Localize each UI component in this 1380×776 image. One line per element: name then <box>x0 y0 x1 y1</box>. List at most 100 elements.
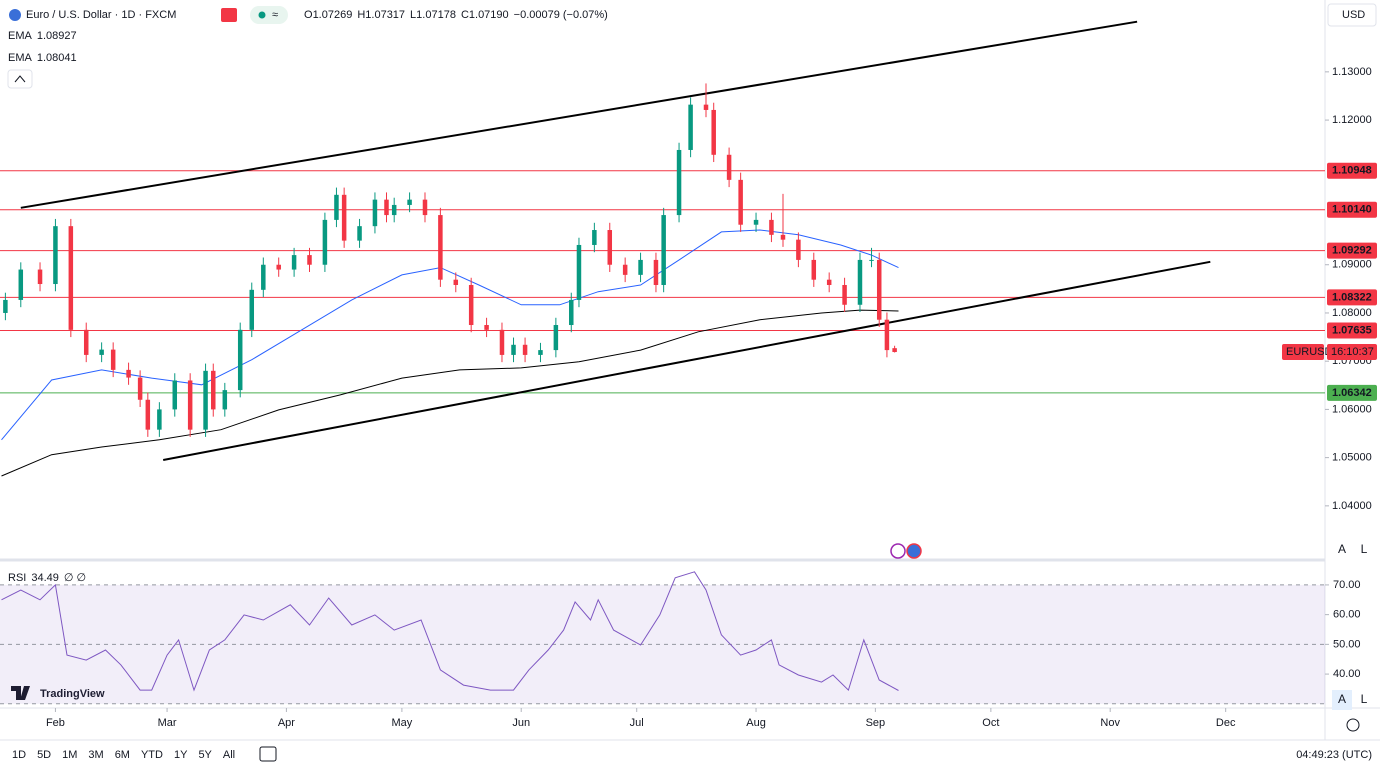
countdown-bg <box>1327 344 1377 361</box>
candle-body <box>484 325 489 330</box>
candle-body <box>688 104 693 150</box>
level-tag <box>1327 242 1377 259</box>
legend-name: EMA <box>8 52 33 64</box>
ohlc-key: O <box>304 9 313 21</box>
event-icon[interactable] <box>906 543 922 559</box>
ohlc-key: L <box>410 9 416 21</box>
x-tick-label: Jun <box>512 717 530 729</box>
candle-body <box>137 377 143 400</box>
event-icon[interactable] <box>890 543 906 559</box>
range-button[interactable]: 5Y <box>198 749 212 761</box>
range-button[interactable]: 1Y <box>174 749 188 761</box>
legend-name: EMA <box>8 30 33 42</box>
y-tick-label: 70.00 <box>1333 579 1361 591</box>
log-scale[interactable]: L <box>1361 542 1368 556</box>
candle-body <box>607 230 613 265</box>
ohlc-value: 1.07178 <box>416 9 456 21</box>
status-icon: ≈ <box>272 9 278 21</box>
candle-body <box>468 284 474 326</box>
candle-body <box>341 194 347 241</box>
candle-body <box>291 255 297 270</box>
candle-body <box>857 259 863 305</box>
y-tick-label: 60.00 <box>1333 609 1361 621</box>
y-tick-label: 1.09000 <box>1332 259 1372 271</box>
y-tick-label: 1.12000 <box>1332 114 1372 126</box>
level-tag <box>1327 201 1377 218</box>
auto-scale[interactable]: A <box>1338 542 1346 556</box>
collapse-icon <box>14 75 26 83</box>
range-button[interactable]: 6M <box>115 749 130 761</box>
rsi-title: RSI <box>8 572 26 584</box>
candle-body <box>334 194 339 220</box>
range-button[interactable]: 1M <box>62 749 77 761</box>
candle-body <box>538 350 543 355</box>
clock: 04:49:23 (UTC) <box>1296 749 1372 761</box>
level-label: 1.09292 <box>1332 245 1372 257</box>
candle-body <box>726 154 732 180</box>
logo: TradingView <box>40 688 105 700</box>
candle-body <box>511 344 516 355</box>
rsi-value: 34.49 <box>31 572 59 584</box>
logo-mark <box>11 686 30 700</box>
range-button[interactable]: 5D <box>37 749 51 761</box>
ohlc-value: 1.07269 <box>313 9 353 21</box>
symbol-icon <box>9 9 21 21</box>
candle-body <box>391 204 397 216</box>
y-tick-label: 1.08000 <box>1332 307 1372 319</box>
level-tag <box>1327 322 1377 339</box>
candle-body <box>826 279 832 285</box>
candle-body <box>422 199 428 216</box>
candle-body <box>884 319 890 351</box>
range-button[interactable]: All <box>223 749 235 761</box>
rsi-line <box>1 571 899 692</box>
candle-body <box>126 369 131 378</box>
level-label: 1.10948 <box>1332 165 1372 177</box>
candle-body <box>842 284 847 305</box>
rsi-log-scale[interactable]: L <box>1361 692 1368 706</box>
candle-body <box>499 329 505 355</box>
auto-scale-button[interactable] <box>1332 540 1352 560</box>
candle-body <box>3 299 8 313</box>
candle-body <box>237 329 243 391</box>
date-range-button[interactable] <box>259 746 277 762</box>
symbol-title: Euro / U.S. Dollar · 1D · FXCM <box>26 9 176 21</box>
x-tick-label: Oct <box>982 717 999 729</box>
candle-body <box>711 109 716 155</box>
x-tick-label: Mar <box>158 717 177 729</box>
candle-body <box>307 255 312 265</box>
candle-body <box>569 299 574 326</box>
candle-body <box>438 215 443 280</box>
rsi-auto-scale[interactable]: A <box>1338 692 1346 706</box>
candle-body <box>796 239 801 260</box>
range-button[interactable]: 3M <box>88 749 103 761</box>
candle-body <box>372 199 378 227</box>
settings-icon[interactable] <box>1346 718 1360 732</box>
y-tick-label: 1.06000 <box>1332 403 1372 415</box>
flag-button[interactable] <box>221 8 237 22</box>
candle-body <box>211 370 216 410</box>
currency-button[interactable] <box>1327 3 1377 27</box>
level-label: 1.10140 <box>1332 204 1372 216</box>
legend-value: 1.08041 <box>37 52 77 64</box>
x-tick-label: Sep <box>866 717 886 729</box>
x-tick-label: Aug <box>746 717 766 729</box>
ohlc-value: 1.07317 <box>365 9 405 21</box>
candle-body <box>622 264 628 275</box>
y-tick-label: 50.00 <box>1333 638 1361 650</box>
y-tick-label: 1.04000 <box>1332 500 1372 512</box>
price-change: −0.00079 (−0.07%) <box>514 9 608 21</box>
x-tick-label: May <box>391 717 412 729</box>
candle-body <box>384 199 389 216</box>
auto-scale-button[interactable] <box>1332 690 1352 710</box>
candle-body <box>661 215 666 285</box>
candle-body <box>157 409 162 430</box>
ohlc-key: C <box>461 9 469 21</box>
range-button[interactable]: 1D <box>12 749 26 761</box>
currency: USD <box>1342 9 1365 21</box>
level-label: 1.06342 <box>1332 387 1372 399</box>
candle-body <box>261 264 266 290</box>
range-button[interactable]: YTD <box>141 749 163 761</box>
collapse-legend[interactable] <box>7 69 33 89</box>
level-tag <box>1327 162 1377 179</box>
